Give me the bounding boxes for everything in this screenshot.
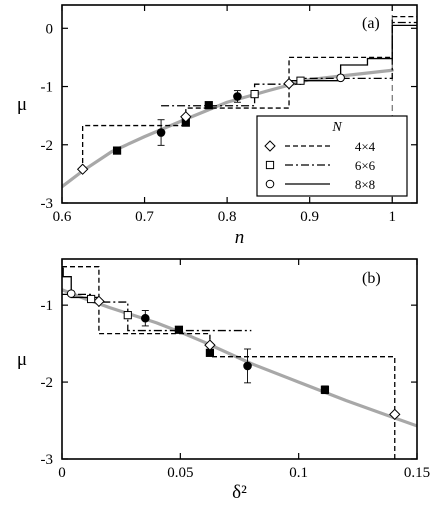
panel-a: 0.6 0.7 0.8 0.9 1 0 -1 -2 -3 (a) n μ N 4×4 6×6 8×8 — [17, 4, 418, 248]
data-point-filled-circle — [156, 128, 166, 137]
x-tick-label: 0.8 — [218, 209, 237, 225]
panel-a-frame — [61, 4, 418, 204]
legend-entry-label: 6×6 — [355, 158, 376, 173]
data-point-filled-square — [320, 385, 330, 394]
data-point-open-square — [123, 311, 132, 320]
legend-title: N — [331, 120, 342, 135]
fit-curve — [62, 288, 417, 428]
data-point-filled-circle — [243, 361, 252, 371]
panel-a-plot-content — [62, 5, 417, 203]
panel-a-y-axis-label: μ — [17, 94, 27, 115]
panel-b-ticks: 0 0.05 0.1 0.15 -1 -2 -3 — [41, 259, 430, 481]
panel-b-y-axis-label: μ — [17, 349, 27, 370]
data-point-open-diamond — [180, 111, 192, 123]
data-point-filled-square — [174, 325, 184, 334]
panel-b-frame — [61, 258, 418, 460]
legend-marker-diamond — [264, 140, 276, 152]
data-point-open-diamond — [204, 339, 216, 351]
data-point-filled-circle — [141, 313, 150, 323]
x-tick-label: 0.6 — [53, 209, 72, 225]
data-point-open-circle — [66, 289, 76, 298]
data-point-open-circle — [336, 73, 345, 83]
data-point-open-diamond — [389, 408, 401, 421]
data-point-filled-square — [204, 101, 213, 110]
step-line-dashed — [62, 266, 396, 459]
x-tick-label: 1 — [388, 209, 396, 225]
y-tick-label: -2 — [41, 138, 54, 154]
panel-a-ticks: 0.6 0.7 0.8 0.9 1 0 -1 -2 -3 — [41, 5, 417, 225]
panel-a-label: (a) — [362, 15, 380, 32]
data-point-filled-circle — [233, 92, 242, 101]
x-tick-label: 0.9 — [300, 209, 319, 225]
legend-entry-label: 4×4 — [355, 139, 376, 154]
fit-curve — [62, 68, 394, 189]
x-tick-label: 0.15 — [404, 465, 430, 481]
panel-b-label: (b) — [362, 270, 381, 287]
data-point-open-diamond — [283, 77, 295, 90]
legend-marker-square — [265, 160, 275, 170]
panel-b: 0 0.05 0.1 0.15 -1 -2 -3 (b) δ² μ — [17, 258, 430, 503]
y-tick-label: -3 — [41, 196, 54, 212]
panel-a-legend: N 4×4 6×6 8×8 — [256, 115, 408, 197]
panel-a-x-axis-label: n — [235, 227, 245, 248]
step-line-solid — [288, 24, 417, 85]
x-tick-label: 0.7 — [135, 209, 154, 225]
data-point-open-square — [296, 76, 305, 85]
y-tick-label: -1 — [41, 298, 54, 314]
legend-marker-circle — [265, 179, 275, 189]
step-line-dashdot — [62, 293, 252, 332]
x-tick-label: 0.05 — [167, 465, 193, 481]
data-point-open-diamond — [76, 163, 89, 175]
data-point-open-square — [87, 294, 96, 304]
x-tick-label: 0.1 — [289, 465, 308, 481]
data-point-filled-square — [112, 146, 122, 155]
y-tick-label: -2 — [41, 375, 54, 391]
y-tick-label: -1 — [41, 80, 54, 96]
y-tick-label: -3 — [41, 452, 54, 468]
legend-entry-label: 8×8 — [355, 177, 375, 192]
panel-b-plot-content — [62, 266, 417, 459]
legend-entries: 4×4 6×6 8×8 — [264, 139, 376, 192]
y-tick-label: 0 — [46, 21, 54, 37]
panel-b-x-axis-label: δ² — [232, 482, 247, 503]
data-point-open-diamond — [93, 295, 105, 308]
data-point-open-square — [250, 90, 259, 99]
legend-box — [256, 115, 408, 197]
x-tick-label: 0 — [58, 465, 66, 481]
